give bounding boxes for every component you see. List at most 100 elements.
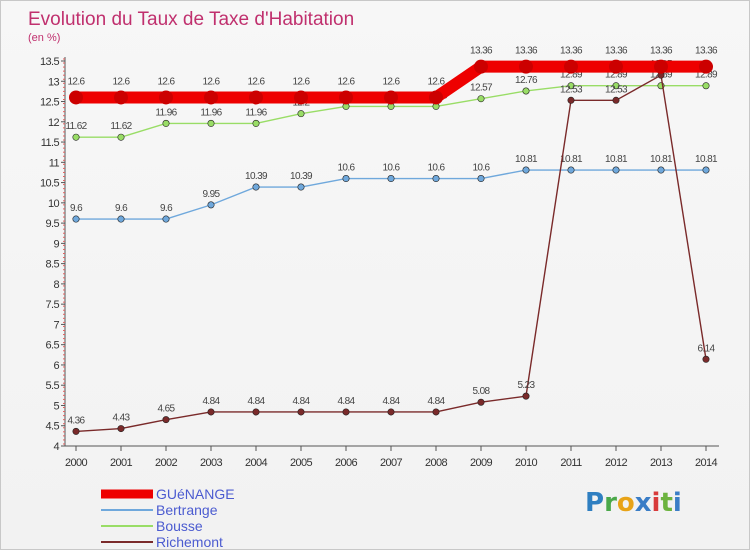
data-point xyxy=(612,82,620,90)
data-label: 12.6 xyxy=(247,76,265,87)
data-point xyxy=(612,96,620,104)
data-label: 10.6 xyxy=(427,163,445,174)
data-label: 10.81 xyxy=(605,154,628,165)
y-tick-label: 5.5 xyxy=(46,380,60,392)
data-point xyxy=(207,119,215,127)
data-point xyxy=(249,90,263,105)
data-label: 13.36 xyxy=(515,46,538,57)
y-tick-label: 12.5 xyxy=(40,97,59,109)
x-tick-label: 2009 xyxy=(470,457,493,469)
data-point xyxy=(162,416,170,424)
x-tick-label: 2004 xyxy=(245,457,268,469)
data-label: 9.6 xyxy=(160,203,173,214)
data-point xyxy=(657,166,665,174)
proxiti-logo: Proxiti xyxy=(585,488,682,518)
y-tick-label: 10.5 xyxy=(40,178,59,190)
data-point xyxy=(474,59,488,74)
y-tick-label: 7.5 xyxy=(46,299,60,311)
y-tick-label: 9 xyxy=(53,238,59,250)
data-point xyxy=(342,175,350,183)
data-label: 13.36 xyxy=(605,46,628,57)
data-point xyxy=(522,166,530,174)
data-point xyxy=(297,110,305,118)
data-point xyxy=(702,355,710,363)
data-point xyxy=(432,408,440,416)
y-tick-label: 10 xyxy=(48,198,60,210)
data-label: 12.57 xyxy=(470,83,493,94)
data-label: 10.81 xyxy=(695,154,718,165)
data-point xyxy=(204,90,218,105)
data-label: 11.96 xyxy=(245,107,267,118)
data-label: 12.6 xyxy=(292,76,310,87)
legend-item: Bousse xyxy=(101,518,203,534)
y-tick-label: 11.5 xyxy=(41,137,60,149)
legend-label: Richemont xyxy=(156,534,223,550)
data-point xyxy=(612,166,620,174)
data-label: 4.84 xyxy=(337,396,355,407)
data-label: 11.96 xyxy=(155,107,177,118)
data-point xyxy=(477,95,485,103)
data-label: 10.81 xyxy=(560,154,583,165)
series-line xyxy=(75,74,707,433)
data-point xyxy=(387,175,395,183)
data-label: 4.84 xyxy=(427,396,445,407)
y-tick-label: 9.5 xyxy=(46,218,60,230)
data-label: 5.08 xyxy=(472,386,490,397)
data-point xyxy=(567,96,575,104)
data-label: 10.6 xyxy=(337,163,355,174)
data-label: 11.62 xyxy=(110,121,132,132)
y-tick-label: 7 xyxy=(53,319,59,331)
data-label: 4.84 xyxy=(247,396,265,407)
x-tick-label: 2008 xyxy=(425,457,448,469)
y-tick-label: 8.5 xyxy=(46,259,60,271)
legend-label: GUéNANGE xyxy=(156,486,235,502)
y-tick-label: 5 xyxy=(53,400,59,412)
y-tick-label: 12 xyxy=(48,117,60,129)
logo-letter: o xyxy=(616,488,635,518)
data-label: 6.14 xyxy=(697,343,715,354)
axes: 4 4.5 5 5.5 6 6.5 7 7.5 8 8.5 9 9.5 10 10.5 11 11.5 12 12… xyxy=(40,56,719,469)
data-point xyxy=(339,90,353,105)
data-label: 13.36 xyxy=(650,46,673,57)
data-label: 12.6 xyxy=(337,76,355,87)
y-tick-label: 6.5 xyxy=(46,340,60,352)
data-label: 13.36 xyxy=(695,46,718,57)
data-label: 9.95 xyxy=(202,189,220,200)
logo-letter: t xyxy=(660,488,673,518)
data-label: 11.96 xyxy=(200,107,222,118)
data-label: 5.23 xyxy=(517,380,535,391)
y-tick-label: 13 xyxy=(48,76,60,88)
data-point xyxy=(114,90,128,105)
data-point xyxy=(654,59,668,74)
data-point xyxy=(702,82,710,90)
chart-subtitle: (en %) xyxy=(28,32,60,44)
data-label: 4.36 xyxy=(67,415,85,426)
legend-item: GUéNANGE xyxy=(101,486,235,502)
series-1: 9.6 9.6 9.6 9.95 10.39 10.39 10.6 10.6 10.6 10.6 1… xyxy=(70,154,719,223)
data-point xyxy=(72,427,80,435)
data-label: 12.89 xyxy=(560,70,583,81)
data-label: 9.6 xyxy=(70,203,83,214)
data-label: 12.89 xyxy=(695,70,718,81)
logo-letter: r xyxy=(604,488,617,518)
data-label: 10.6 xyxy=(472,163,490,174)
y-tick-label: 4.5 xyxy=(46,421,60,433)
data-label: 12.53 xyxy=(560,84,583,95)
data-label: 10.81 xyxy=(515,154,538,165)
data-label: 10.39 xyxy=(290,171,313,182)
data-label: 12.6 xyxy=(157,76,175,87)
data-label: 12.6 xyxy=(202,76,220,87)
data-point xyxy=(342,408,350,416)
x-tick-label: 2006 xyxy=(335,457,358,469)
data-label: 12.6 xyxy=(67,76,85,87)
x-tick-label: 2011 xyxy=(560,457,582,469)
x-tick-label: 2001 xyxy=(110,457,133,469)
data-point xyxy=(162,119,170,127)
data-point xyxy=(477,398,485,406)
data-point xyxy=(567,166,575,174)
data-label: 4.84 xyxy=(382,396,400,407)
data-label: 12.53 xyxy=(605,84,628,95)
y-tick-label: 8 xyxy=(53,279,59,291)
data-point xyxy=(297,183,305,191)
